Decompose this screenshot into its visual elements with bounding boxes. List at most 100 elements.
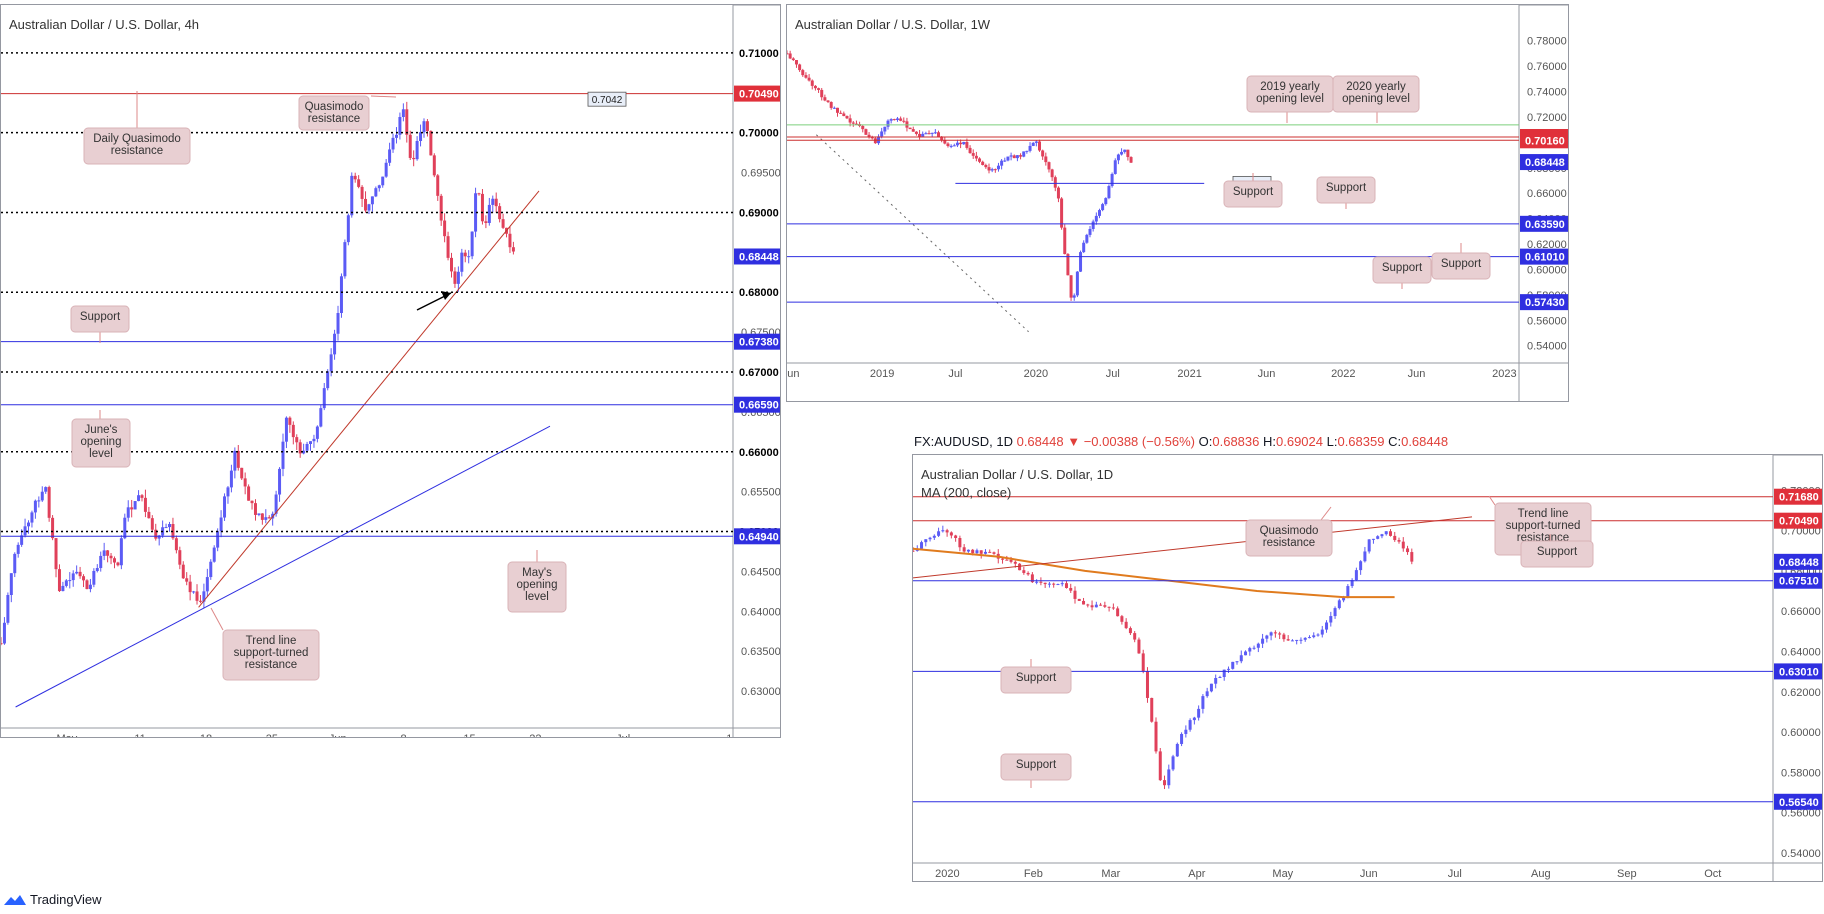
candle-body: [1123, 149, 1127, 152]
candle-body: [1116, 608, 1120, 617]
candle-body: [1025, 150, 1029, 152]
callout-text: Support: [80, 311, 121, 323]
price-badge-label: 0.69000: [739, 207, 779, 219]
candle-body: [1337, 600, 1341, 609]
candle-body: [1342, 596, 1346, 601]
y-tick-label: 0.60000: [1527, 264, 1567, 276]
candle-body: [928, 537, 932, 540]
price-badge: [1520, 215, 1568, 232]
candle-body: [1325, 622, 1329, 630]
candle-body: [192, 591, 196, 593]
y-tick-label: 0.63500: [741, 646, 781, 658]
candle-body: [899, 118, 903, 121]
candle-body: [508, 233, 512, 248]
candle-body: [1175, 743, 1179, 757]
candle-body: [930, 132, 934, 134]
candle-body: [480, 193, 484, 222]
price-badge-label: 0.68448: [739, 251, 779, 263]
candle-body: [924, 133, 928, 135]
candle-body: [949, 532, 953, 536]
candle-body: [1141, 653, 1145, 672]
x-tick-label: 8: [401, 733, 407, 738]
candle-body: [1113, 160, 1117, 174]
candle-body: [95, 568, 99, 571]
ohlc-bar: FX:AUDUSD, 1D 0.68448 ▼ −0.00388 (−0.56%…: [914, 434, 1448, 449]
candle-body: [1410, 552, 1414, 562]
candle-body: [1397, 540, 1401, 542]
callout-box: [507, 561, 567, 613]
candle-body: [845, 116, 849, 119]
candle-body: [978, 158, 982, 162]
y-tick-label: 0.64500: [741, 566, 781, 578]
candle-body: [1231, 661, 1235, 669]
candle-body: [209, 561, 213, 578]
price-badge: [734, 248, 780, 265]
x-tick-label: 18: [200, 733, 212, 738]
candle-body: [1128, 628, 1132, 634]
callout-text: Quasimodo: [1260, 525, 1319, 537]
candle-body: [487, 204, 491, 223]
candle-body: [350, 175, 354, 216]
candle-body: [1009, 155, 1013, 157]
callout-text: opening level: [1342, 93, 1410, 105]
candle-body: [1214, 678, 1218, 684]
tradingview-brand[interactable]: TradingView: [4, 892, 102, 907]
candle-body: [1239, 655, 1243, 662]
ohlc-last: 0.68448: [1016, 434, 1064, 449]
candle-body: [949, 145, 953, 147]
callout-box: [71, 418, 131, 468]
candle-body: [1158, 751, 1162, 781]
chart-daily-svg[interactable]: 0.720000.700000.680000.660000.640000.620…: [913, 455, 1823, 882]
candle-body: [1252, 647, 1256, 649]
candle-body: [1265, 635, 1269, 639]
candle-body: [1072, 295, 1076, 298]
candle-body: [1085, 234, 1089, 243]
candle-body: [791, 58, 795, 61]
candle-body: [1031, 142, 1035, 146]
candle-body: [226, 487, 230, 497]
chart-panel-weekly[interactable]: 0.780000.760000.740000.720000.700000.680…: [786, 4, 1569, 402]
candle-body: [1099, 604, 1103, 606]
x-tick-label: Jul: [1106, 368, 1120, 380]
candle-body: [1367, 539, 1371, 552]
candle-body: [367, 204, 371, 211]
price-badge-label: 0.68448: [1525, 157, 1565, 169]
x-tick-label: Apr: [1188, 868, 1205, 880]
price-badge-label: 0.56540: [1779, 797, 1819, 809]
candle-body: [1015, 155, 1019, 159]
callout-text: Support: [1233, 186, 1274, 198]
x-tick-label: Jun: [787, 368, 800, 380]
candle-body: [895, 118, 899, 120]
candle-body: [1359, 561, 1363, 571]
candle-body: [937, 531, 941, 536]
candle-body: [892, 119, 896, 121]
chart-panel-4h[interactable]: 0.710000.705000.700000.695000.690000.685…: [0, 4, 781, 738]
price-badge: [734, 363, 780, 380]
candle-body: [33, 500, 37, 513]
chart-weekly-svg[interactable]: 0.780000.760000.740000.720000.700000.680…: [787, 5, 1569, 402]
candle-body: [474, 193, 478, 232]
price-badge: [734, 333, 780, 350]
candle-body: [198, 600, 202, 602]
candle-body: [1312, 635, 1316, 638]
tradingview-logo-icon: [4, 894, 26, 905]
candle-body: [829, 101, 833, 108]
y-tick-label: 0.78000: [1527, 36, 1567, 48]
chart-4h-svg[interactable]: 0.710000.705000.700000.695000.690000.685…: [1, 5, 781, 738]
candle-body: [181, 564, 185, 579]
chart-panel-daily[interactable]: 0.720000.700000.680000.660000.640000.620…: [912, 454, 1823, 882]
candle-body: [1126, 149, 1130, 158]
ohlc-open: 0.68836: [1212, 434, 1260, 449]
candle-body: [233, 450, 237, 471]
candle-body: [374, 188, 378, 197]
candle-body: [260, 513, 264, 520]
candle-body: [933, 132, 937, 134]
candle-body: [880, 131, 884, 137]
candle-body: [1047, 162, 1051, 170]
candle-body: [322, 388, 326, 409]
candle-body: [37, 500, 41, 502]
x-tick-label: 2023: [1492, 368, 1516, 380]
candle-body: [429, 131, 433, 156]
candle-body: [109, 555, 113, 559]
trend-line: [913, 516, 1473, 579]
